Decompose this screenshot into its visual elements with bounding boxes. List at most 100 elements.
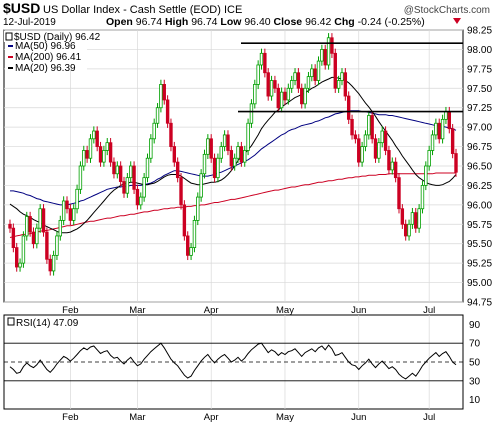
candle-body bbox=[434, 122, 438, 136]
candle-up bbox=[243, 145, 247, 167]
candle-down bbox=[296, 68, 301, 93]
candle-down bbox=[98, 141, 103, 167]
candle-body bbox=[65, 200, 69, 210]
candle-body bbox=[269, 80, 274, 97]
chart-date: 12-Jul-2019 bbox=[3, 17, 56, 28]
rsi-y-tick-label: 10 bbox=[469, 395, 481, 406]
candle-down bbox=[393, 157, 398, 183]
price-y-tick-label: 97.00 bbox=[467, 123, 492, 134]
candle-body bbox=[219, 146, 223, 159]
candle-down bbox=[118, 161, 123, 187]
candle-body bbox=[172, 146, 177, 163]
candle-down bbox=[122, 176, 126, 198]
candle-up bbox=[18, 258, 22, 272]
candle-up bbox=[55, 231, 59, 261]
candle-body bbox=[410, 212, 415, 225]
candle-up bbox=[434, 118, 438, 140]
candle-body bbox=[175, 161, 180, 179]
candle-body bbox=[336, 80, 341, 89]
candle-up bbox=[88, 134, 93, 163]
rsi-x-tick-label: Mar bbox=[129, 412, 145, 423]
candle-up bbox=[129, 161, 133, 183]
candle-down bbox=[357, 134, 361, 167]
candle-down bbox=[182, 200, 187, 241]
candle-up bbox=[139, 192, 143, 210]
candle-up bbox=[249, 99, 254, 128]
candle-down bbox=[186, 231, 190, 261]
candle-down bbox=[45, 227, 49, 264]
candle-up bbox=[232, 153, 237, 171]
candle-down bbox=[15, 242, 19, 272]
price-y-tick-label: 96.25 bbox=[467, 181, 492, 192]
price-x-tick-label: Feb bbox=[62, 305, 78, 316]
price-y-tick-label: 95.75 bbox=[467, 220, 492, 231]
candle-up bbox=[72, 204, 76, 226]
rsi-layer bbox=[9, 342, 457, 380]
candle-up bbox=[316, 56, 321, 86]
candle-up bbox=[390, 157, 394, 175]
candle-body bbox=[380, 130, 384, 144]
candle-body bbox=[414, 212, 418, 229]
candle-body bbox=[440, 118, 445, 140]
price-y-tick-label: 97.75 bbox=[467, 64, 492, 75]
candle-body bbox=[367, 115, 371, 136]
candle-up bbox=[256, 60, 260, 90]
candle-body bbox=[373, 138, 378, 159]
price-x-tick-label: Apr bbox=[204, 305, 219, 316]
candle-body bbox=[313, 68, 317, 81]
candle-body bbox=[310, 68, 314, 78]
candle-body bbox=[323, 49, 327, 66]
candle-body bbox=[276, 87, 280, 109]
candle-up bbox=[427, 145, 431, 171]
rsi-x-tick-label: Apr bbox=[204, 412, 219, 423]
candle-body bbox=[420, 185, 425, 210]
candle-body bbox=[393, 161, 398, 179]
candle-up bbox=[310, 64, 314, 82]
candle-up bbox=[417, 204, 421, 233]
price-x-tick-label: Jun bbox=[351, 305, 366, 316]
candle-down bbox=[229, 145, 234, 171]
candle-body bbox=[303, 87, 307, 105]
candle-body bbox=[45, 231, 49, 260]
candle-body bbox=[256, 64, 260, 85]
candle-body bbox=[246, 122, 250, 151]
candle-body bbox=[58, 219, 63, 237]
candle-down bbox=[165, 95, 170, 128]
candle-body bbox=[350, 118, 354, 136]
candle-down bbox=[313, 64, 317, 86]
candle-up bbox=[440, 114, 445, 144]
candle-down bbox=[95, 126, 99, 152]
candle-body bbox=[15, 247, 19, 268]
candle-down bbox=[226, 130, 230, 156]
candle-body bbox=[129, 165, 133, 179]
candle-body bbox=[108, 142, 113, 163]
candle-up bbox=[286, 83, 291, 105]
candle-up bbox=[246, 118, 250, 156]
candle-body bbox=[105, 142, 109, 151]
rsi-y-axis: 10 30 50 70 90 bbox=[469, 320, 481, 406]
candle-body bbox=[370, 115, 374, 140]
candle-body bbox=[145, 157, 150, 179]
candle-down bbox=[333, 48, 337, 93]
candle-body bbox=[320, 49, 324, 62]
candle-down bbox=[68, 204, 73, 226]
candle-up bbox=[149, 134, 153, 163]
price-y-tick-label: 97.50 bbox=[467, 84, 492, 95]
candle-body bbox=[35, 227, 39, 245]
candle-body bbox=[397, 177, 401, 210]
candle-body bbox=[430, 134, 435, 151]
candle-body bbox=[48, 258, 52, 272]
price-x-tick-label: May bbox=[276, 305, 294, 316]
candle-body bbox=[41, 208, 46, 233]
candle-body bbox=[363, 134, 368, 147]
candle-body bbox=[55, 235, 59, 256]
candle-body bbox=[249, 103, 254, 124]
candle-body bbox=[232, 157, 237, 167]
candle-body bbox=[424, 165, 428, 186]
price-y-tick-label: 96.75 bbox=[467, 142, 492, 153]
ma20-line bbox=[9, 76, 457, 234]
ma50-legend: MA(50) 96.96 bbox=[15, 41, 76, 52]
close-value: 96.42 bbox=[305, 16, 331, 28]
candle-down bbox=[370, 110, 374, 144]
candle-down bbox=[31, 227, 36, 249]
